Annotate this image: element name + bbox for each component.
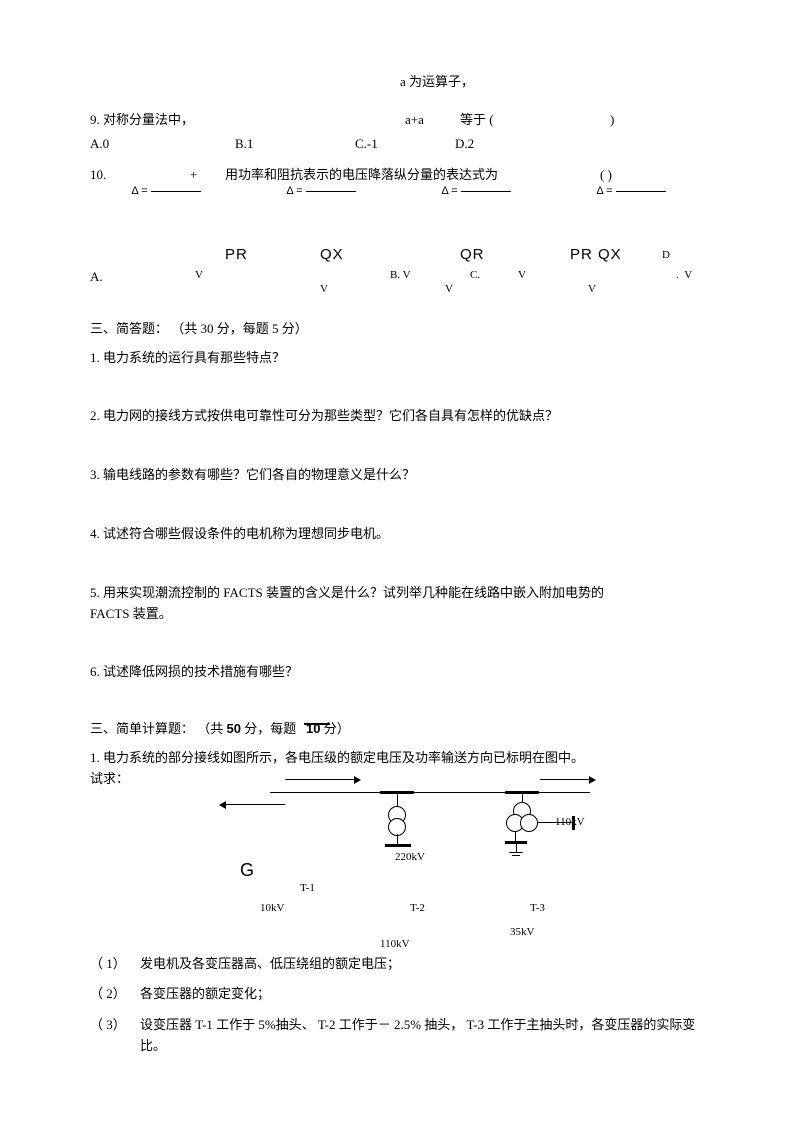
q10-v: V bbox=[588, 281, 596, 299]
calc-sub2: （ 2） 各变压器的额定变化； bbox=[90, 984, 710, 1005]
calc-q1a: 1. 电力系统的部分接线如图所示，各电压级的额定电压及功率输送方向已标明在图中。 bbox=[90, 748, 710, 769]
v220-label: 220kV bbox=[395, 849, 425, 867]
generator-label: G bbox=[240, 856, 254, 885]
v35-label: 35kV bbox=[510, 924, 534, 942]
q10-prqx: PR QX bbox=[570, 243, 622, 267]
q10-pr: PR bbox=[225, 243, 248, 267]
s3-q5b: FACTS 装置。 bbox=[90, 604, 710, 625]
q10-opt-b: B. V bbox=[390, 267, 411, 285]
s3-q2: 2. 电力网的接线方式按供电可靠性可分为那些类型？它们各自具有怎样的优缺点？ bbox=[90, 406, 710, 427]
q9-expr: a+a bbox=[405, 110, 424, 131]
q9-operator-note: a 为运算子， bbox=[400, 72, 474, 93]
v110b-label: 110kV bbox=[380, 936, 410, 954]
q10-options: PR QX QR PR QX D A. V V B. V V C. V V . … bbox=[90, 243, 710, 293]
q10-v: V bbox=[320, 281, 328, 299]
q9-opt-d: D.2 bbox=[455, 134, 555, 155]
q10-qr: QR bbox=[460, 243, 485, 267]
q10-qx: QX bbox=[320, 243, 344, 267]
q9-opt-c: C.-1 bbox=[355, 134, 455, 155]
t2-label: T-2 bbox=[410, 900, 425, 918]
q9-paren-close: ) bbox=[610, 110, 614, 131]
question-9: a 为运算子， 9. 对称分量法中， a+a 等于 ( ) A.0 B.1 C.… bbox=[90, 90, 710, 155]
calc-section: 三、简单计算题： （共 50 分，每题 10 分） 1. 电力系统的部分接线如图… bbox=[90, 719, 710, 1057]
q10-v: V bbox=[195, 267, 203, 285]
s3-q4: 4. 试述符合哪些假设条件的电机称为理想同步电机。 bbox=[90, 524, 710, 545]
section-3-head: 三、简答题： （共 30 分，每题 5 分） bbox=[90, 319, 710, 340]
t1-label: T-1 bbox=[300, 880, 315, 898]
v110a-label: 110kV bbox=[555, 814, 585, 832]
s3-q5: 5. 用来实现潮流控制的 FACTS 装置的含义是什么？试列举几种能在线路中嵌入… bbox=[90, 583, 710, 604]
q9-equals: 等于 ( bbox=[460, 110, 494, 131]
q10-v: V bbox=[445, 281, 453, 299]
v10-label: 10kV bbox=[260, 900, 284, 918]
circuit-diagram: G 220kV 110kV T-1 10kV T-2 T-3 35kV 110k… bbox=[110, 774, 710, 944]
s3-q1: 1. 电力系统的运行具有那些特点？ bbox=[90, 348, 710, 369]
q9-opt-b: B.1 bbox=[235, 134, 355, 155]
calc-sub3: （ 3） 设变压器 T-1 工作于 5%抽头、 T-2 工作于－ 2.5% 抽头… bbox=[90, 1015, 710, 1057]
calc-sub1: （ 1） 发电机及各变压器高、低压绕组的额定电压； bbox=[90, 954, 710, 975]
calc-head: 三、简单计算题： （共 50 分，每题 10 分） bbox=[90, 719, 710, 740]
q9-options: A.0 B.1 C.-1 D.2 bbox=[90, 134, 710, 155]
q10-opt-c: C. bbox=[470, 267, 480, 285]
t3-label: T-3 bbox=[530, 900, 545, 918]
s3-q3: 3. 输电线路的参数有哪些？它们各自的物理意义是什么？ bbox=[90, 465, 710, 486]
question-10: 10. + 用功率和阻抗表示的电压降落纵分量的表达式为 ( ) Δ = Δ = … bbox=[90, 165, 710, 205]
q10-opt-a: A. bbox=[90, 267, 103, 288]
q9-stem: 9. 对称分量法中， bbox=[90, 110, 194, 131]
q9-opt-a: A.0 bbox=[90, 134, 235, 155]
q10-delta-row: Δ = Δ = Δ = Δ = bbox=[90, 183, 710, 201]
q10-opt-d: D bbox=[662, 247, 670, 265]
q10-v: V bbox=[518, 267, 526, 285]
s3-q6: 6. 试述降低网损的技术措施有哪些？ bbox=[90, 662, 710, 683]
